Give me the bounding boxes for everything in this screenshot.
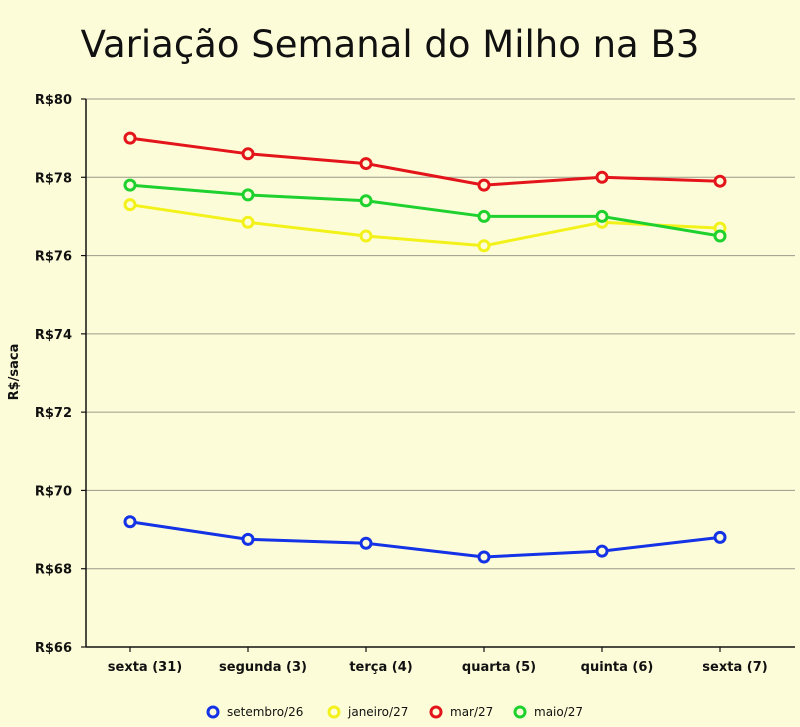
y-tick-label: R$70 [35,484,72,499]
series-lines [123,131,727,564]
x-tick-label: sexta (31) [108,660,182,675]
data-point [713,229,727,243]
data-point [123,515,137,529]
x-tick-label: quarta (5) [462,660,536,675]
data-point [595,209,609,223]
legend-marker [513,705,527,719]
data-point [123,198,137,212]
legend: setembro/26 janeiro/27 mar/27 maio/27 [206,705,583,719]
y-axis-label: R$/saca [7,344,22,401]
legend-label: maio/27 [534,705,583,719]
data-point [359,229,373,243]
data-point [713,174,727,188]
series-line [129,183,721,238]
data-point [123,131,137,145]
data-point [123,178,137,192]
data-point [477,178,491,192]
x-tick-label: terça (4) [349,660,412,675]
series-setembro-26 [123,515,727,564]
y-tick-label: R$72 [35,406,72,421]
x-tick-label: quinta (6) [581,660,654,675]
x-tick-label: sexta (7) [702,660,767,675]
series-line [129,520,721,559]
data-point [595,170,609,184]
data-point [241,147,255,161]
legend-label: setembro/26 [227,705,303,719]
axes: R$66 R$68 R$70 R$72 R$74 R$76 R$78 R$80 sexta (3… [35,93,795,675]
data-point [241,188,255,202]
series-maio-27 [123,178,727,243]
x-tick-label: segunda (3) [219,660,307,675]
y-tick-label: R$76 [35,250,72,265]
data-point [477,209,491,223]
series-mar-27 [123,131,727,192]
legend-marker [429,705,443,719]
data-point [713,530,727,544]
chart-title: Variação Semanal do Milho na B3 [81,23,700,66]
y-tick-label: R$74 [35,328,72,343]
y-tick-label: R$78 [35,171,72,186]
data-point [359,536,373,550]
series-line [129,136,721,187]
y-tick-label: R$80 [35,93,72,108]
y-tick-label: R$66 [35,641,72,656]
data-point [477,550,491,564]
data-point [595,544,609,558]
y-tick-label: R$68 [35,563,72,578]
series-line [129,203,721,248]
legend-marker [206,705,220,719]
data-point [241,532,255,546]
data-point [359,157,373,171]
legend-label: janeiro/27 [347,705,408,719]
data-point [241,215,255,229]
data-point [477,239,491,253]
legend-label: mar/27 [450,705,493,719]
legend-marker [327,705,341,719]
data-point [359,194,373,208]
gridlines [86,98,795,570]
